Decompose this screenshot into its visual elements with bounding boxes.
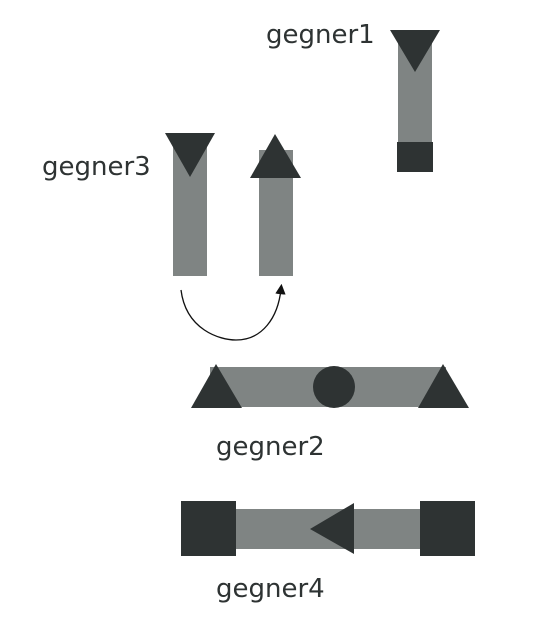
gegner1-down-triangle (390, 30, 440, 72)
gegner2-left-triangle (191, 364, 242, 408)
gegner4-left-triangle (310, 503, 354, 554)
gegner1-label: gegner1 (266, 20, 375, 50)
gegner1-square-block (397, 142, 433, 172)
gegner3-rotation-arrow (180, 283, 286, 341)
gegner4-shape (181, 501, 475, 556)
gegner3-up-triangle (250, 134, 301, 178)
gegner4-left-square (181, 501, 236, 556)
gegner4-label: gegner4 (216, 574, 325, 604)
gegner3-label: gegner3 (42, 152, 151, 182)
gegner1-shape (390, 30, 440, 172)
gegner2-label: gegner2 (216, 432, 325, 462)
gegner2-right-triangle (418, 364, 469, 408)
gegner3-shape (165, 133, 301, 341)
gegner4-right-square (420, 501, 475, 556)
gegner3-down-triangle (165, 133, 215, 177)
gegner2-center-circle (313, 366, 355, 408)
gegner2-shape (191, 364, 469, 408)
